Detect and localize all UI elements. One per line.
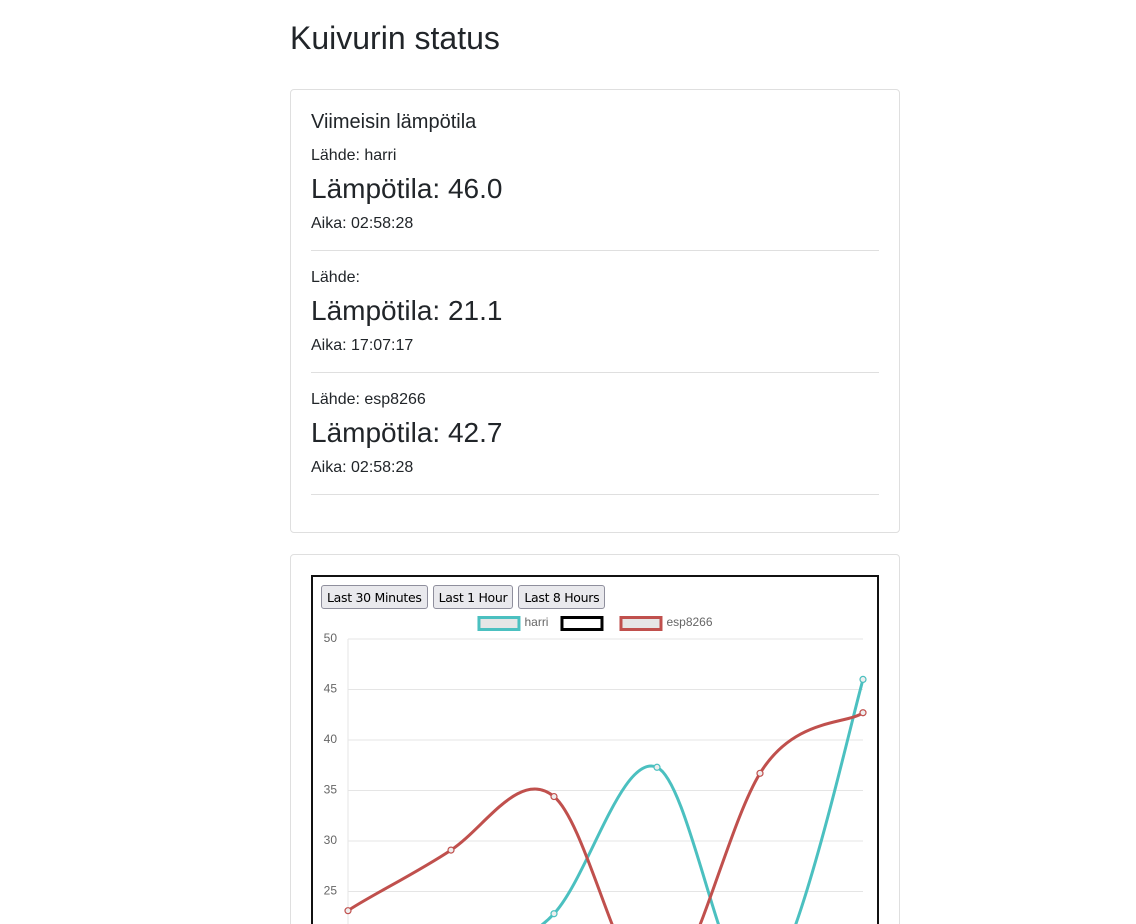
y-tick-label: 45 xyxy=(324,682,338,696)
source: Lähde: harri xyxy=(311,147,397,164)
y-tick-label: 50 xyxy=(324,631,338,645)
data-point xyxy=(344,907,352,915)
time: Aika: 02:58:28 xyxy=(311,215,414,232)
range-button[interactable]: Last 8 Hours xyxy=(518,585,606,609)
series-line xyxy=(540,679,865,924)
card-title: Viimeisin lämpötila xyxy=(311,111,477,133)
time: Aika: 17:07:17 xyxy=(311,337,414,354)
data-point xyxy=(653,763,661,771)
source: Lähde: esp8266 xyxy=(311,391,426,408)
page-title: Kuivurin status xyxy=(290,20,500,56)
legend-swatch xyxy=(560,616,604,631)
chart-frame: Last 30 Minutes Last 1 Hour Last 8 Hours xyxy=(311,575,879,924)
y-tick-label: 30 xyxy=(324,833,338,847)
y-tick-label: 40 xyxy=(324,732,338,746)
temperature: Lämpötila: 46.0 xyxy=(311,173,503,204)
legend: harri esp8266 xyxy=(477,615,713,631)
range-buttons: Last 30 Minutes Last 1 Hour Last 8 Hours xyxy=(321,585,606,609)
divider xyxy=(311,250,879,251)
source: Lähde: xyxy=(311,269,360,286)
divider xyxy=(311,372,879,373)
temperature: Lämpötila: 42.7 xyxy=(311,417,503,448)
data-point xyxy=(447,846,455,854)
time: Aika: 02:58:28 xyxy=(311,459,414,476)
reading: Lähde: harri Lämpötila: 46.0 Aika: 02:58:2… xyxy=(311,146,879,251)
temperature: Lämpötila: 21.1 xyxy=(311,295,503,326)
divider xyxy=(311,494,879,495)
legend-swatch xyxy=(619,616,663,631)
latest-card: Viimeisin lämpötila Lähde: harri Lämpötil… xyxy=(290,89,900,533)
chart-card: Last 30 Minutes Last 1 Hour Last 8 Hours xyxy=(290,554,900,924)
legend-label: esp8266 xyxy=(666,615,712,629)
range-button[interactable]: Last 1 Hour xyxy=(432,585,514,609)
data-point xyxy=(550,792,558,801)
data-point xyxy=(859,675,867,684)
data-point xyxy=(859,709,867,717)
data-point xyxy=(756,769,764,777)
data-point xyxy=(550,910,558,918)
range-button[interactable]: Last 30 Minutes xyxy=(321,585,428,609)
readings: Lähde: harri Lämpötila: 46.0 Aika: 02:58:2… xyxy=(311,146,879,495)
reading: Lähde: esp8266 Lämpötila: 42.7 Aika: 02:58… xyxy=(311,390,879,495)
reading: Lähde: Lämpötila: 21.1 Aika: 17:07:17 xyxy=(311,268,879,373)
y-tick-label: 25 xyxy=(324,884,338,898)
legend-swatch xyxy=(477,616,521,631)
legend-label: harri xyxy=(524,615,548,629)
y-tick-label: 35 xyxy=(324,783,338,797)
